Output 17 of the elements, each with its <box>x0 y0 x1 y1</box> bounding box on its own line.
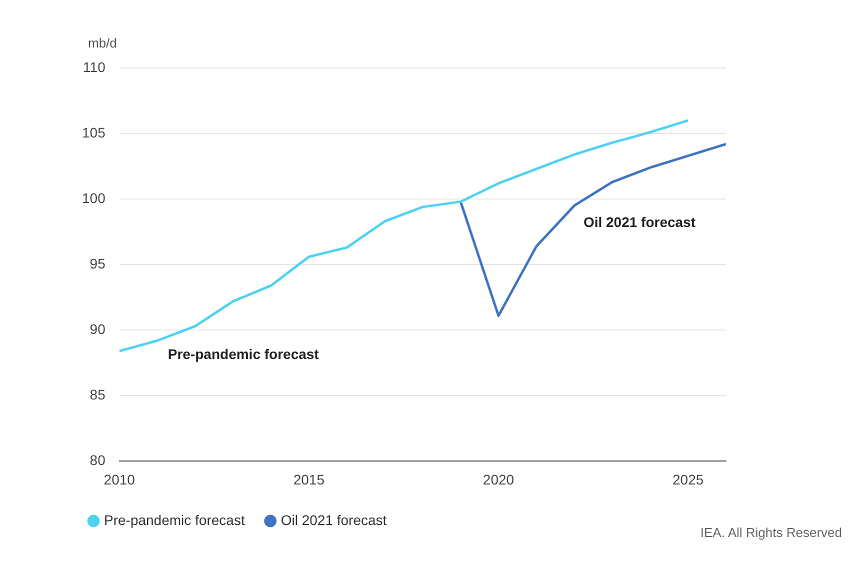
y-tick-label: 85 <box>90 386 106 403</box>
y-tick-label: 95 <box>90 255 106 272</box>
annotation: Pre-pandemic forecast <box>168 346 320 362</box>
y-tick-label: 110 <box>83 58 106 75</box>
y-tick-label: 90 <box>90 320 106 337</box>
x-tick-label: 2025 <box>672 471 704 488</box>
x-tick-label: 2020 <box>482 471 514 488</box>
y-tick-label: 100 <box>82 190 106 206</box>
x-tick-label: 2010 <box>104 471 136 488</box>
annotation: Oil 2021 forecast <box>583 214 696 230</box>
y-tick-label: 105 <box>82 124 106 140</box>
y-axis-title: mb/d <box>88 36 117 51</box>
text: IEA. All Rights Reserved <box>700 525 842 540</box>
legend-label: Oil 2021 forecast <box>280 512 387 528</box>
y-tick-label: 80 <box>90 452 106 468</box>
x-tick-label: 2015 <box>293 471 325 488</box>
legend-label: Pre-pandemic forecast <box>104 512 245 528</box>
